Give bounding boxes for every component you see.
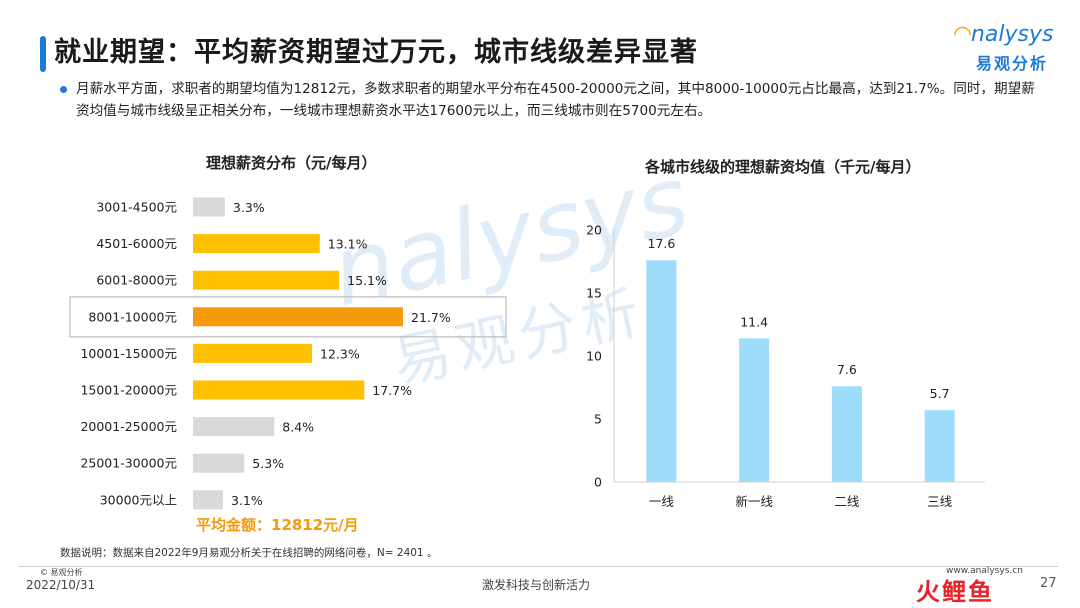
category-label: 25001-30000元 xyxy=(80,456,177,471)
data-label: 7.6 xyxy=(837,362,857,377)
logo-swoosh-icon: ◠ xyxy=(954,22,971,47)
x-tick-label: 一线 xyxy=(649,494,675,509)
average-salary-annotation: 平均金额：12812元/月 xyxy=(196,516,359,534)
data-label: 13.1% xyxy=(328,237,368,252)
bar-1 xyxy=(739,338,770,482)
bar-0 xyxy=(646,260,677,482)
data-label: 11.4 xyxy=(740,314,768,329)
bar-1 xyxy=(193,234,320,254)
data-label: 21.7% xyxy=(411,310,451,325)
slogan: 激发科技与创新活力 xyxy=(482,578,591,592)
category-label: 8001-10000元 xyxy=(88,309,177,324)
bar-2 xyxy=(193,270,340,290)
category-label: 10001-15000元 xyxy=(80,346,177,361)
website: www.analysys.cn xyxy=(946,566,1023,576)
x-tick-label: 新一线 xyxy=(735,494,773,509)
huoliyu-logo: 火鲤鱼 xyxy=(916,578,994,606)
y-tick-label: 20 xyxy=(586,223,602,238)
category-label: 20001-25000元 xyxy=(80,419,177,434)
data-label: 3.1% xyxy=(231,493,263,508)
bar-8 xyxy=(193,490,223,510)
y-tick-label: 10 xyxy=(586,349,602,364)
category-label: 3001-4500元 xyxy=(96,200,177,215)
bullet-dot-icon xyxy=(60,86,67,93)
category-label: 30000元以上 xyxy=(100,492,177,507)
copyright: © 易观分析 xyxy=(40,568,83,577)
page-title: 就业期望：平均薪资期望过万元，城市线级差异显著 xyxy=(54,37,698,68)
salary-distribution-title: 理想薪资分布（元/每月） xyxy=(206,154,377,172)
bar-0 xyxy=(193,197,225,217)
category-label: 15001-20000元 xyxy=(80,383,177,398)
bar-7 xyxy=(193,453,245,473)
x-tick-label: 三线 xyxy=(927,494,953,509)
bar-3 xyxy=(924,410,955,482)
data-label: 8.4% xyxy=(282,420,314,435)
y-tick-label: 15 xyxy=(586,286,602,301)
data-label: 12.3% xyxy=(320,346,360,361)
title-accent-bar xyxy=(40,36,46,72)
y-tick-label: 0 xyxy=(594,475,602,490)
bar-2 xyxy=(831,386,862,482)
data-label: 15.1% xyxy=(347,273,387,288)
data-label: 17.7% xyxy=(372,383,412,398)
report-date: 2022/10/31 xyxy=(26,578,96,592)
bar-5 xyxy=(193,380,365,400)
category-label: 4501-6000元 xyxy=(96,236,177,251)
category-label: 6001-8000元 xyxy=(96,273,177,288)
y-tick-label: 5 xyxy=(594,412,602,427)
bar-3 xyxy=(193,307,403,327)
logo-text-cn: 易观分析 xyxy=(976,54,1049,73)
data-label: 5.3% xyxy=(252,456,284,471)
bar-4 xyxy=(193,343,313,363)
highlight-box xyxy=(69,296,507,338)
city-tier-salary-title: 各城市线级的理想薪资均值（千元/每月） xyxy=(645,158,921,176)
data-note: 数据说明：数据来自2022年9月易观分析关于在线招聘的网络问卷，N= 2401 … xyxy=(60,547,438,559)
logo-text-en: nalysys xyxy=(970,22,1054,47)
data-label: 5.7 xyxy=(930,386,950,401)
page-number: 27 xyxy=(1040,576,1057,591)
analysys-logo: ◠nalysys 易观分析 xyxy=(954,22,1064,78)
summary-text: 月薪水平方面，求职者的期望均值为12812元，多数求职者的期望水平分布在4500… xyxy=(76,81,1035,119)
bar-6 xyxy=(193,417,275,437)
data-label: 3.3% xyxy=(233,200,265,215)
data-label: 17.6 xyxy=(647,236,675,251)
x-tick-label: 二线 xyxy=(834,494,860,509)
footer-divider xyxy=(18,566,1058,567)
